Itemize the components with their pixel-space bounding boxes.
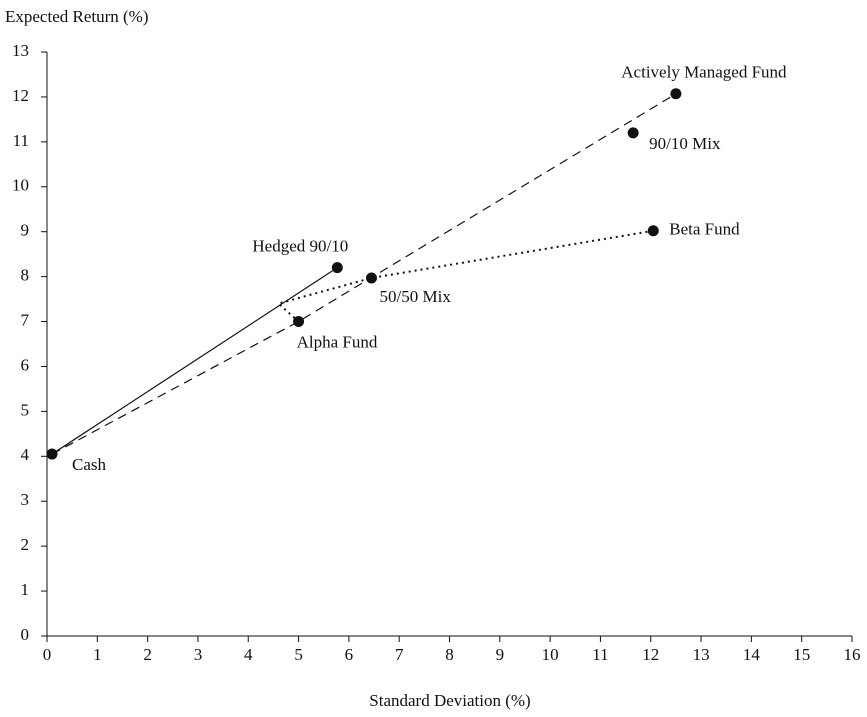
y-tick-label: 3	[21, 490, 30, 509]
point-label: Alpha Fund	[297, 332, 378, 351]
x-tick-label: 8	[445, 645, 454, 664]
connector-line	[51, 267, 338, 455]
x-tick-label: 14	[743, 645, 761, 664]
y-tick-label: 9	[21, 221, 30, 240]
point	[46, 448, 58, 460]
y-tick-label: 8	[21, 266, 30, 285]
y-tick-label: 7	[21, 310, 30, 329]
y-tick-label: 5	[21, 400, 30, 419]
connector-line	[51, 93, 677, 455]
x-tick-label: 6	[345, 645, 354, 664]
y-tick-label: 1	[21, 580, 30, 599]
y-axis-label: Expected Return (%)	[5, 7, 149, 26]
point-label: Beta Fund	[669, 220, 740, 239]
x-tick-label: 12	[642, 645, 659, 664]
x-tick-label: 7	[395, 645, 404, 664]
x-tick-label: 13	[693, 645, 710, 664]
point-label: Actively Managed Fund	[621, 63, 787, 82]
x-tick-label: 11	[592, 645, 608, 664]
x-tick-label: 4	[244, 645, 253, 664]
x-tick-label: 3	[194, 645, 203, 664]
point-label: Hedged 90/10	[252, 237, 348, 256]
y-tick-label: 11	[13, 131, 29, 150]
x-tick-label: 0	[43, 645, 52, 664]
y-tick-label: 0	[21, 625, 30, 644]
point	[647, 225, 659, 237]
x-tick-label: 1	[93, 645, 102, 664]
y-tick-label: 10	[12, 176, 29, 195]
x-tick-label: 5	[294, 645, 303, 664]
y-tick-label: 6	[21, 355, 30, 374]
x-tick-label: 15	[793, 645, 810, 664]
point	[366, 272, 378, 284]
point-label: 50/50 Mix	[380, 287, 452, 306]
x-axis-label: Standard Deviation (%)	[369, 691, 530, 710]
y-tick-label: 12	[12, 86, 29, 105]
x-tick-label: 16	[844, 645, 861, 664]
point	[293, 316, 305, 328]
point	[627, 127, 639, 139]
point	[331, 262, 343, 274]
y-tick-label: 13	[12, 41, 29, 60]
y-tick-label: 4	[21, 445, 30, 464]
point-label: 90/10 Mix	[649, 134, 721, 153]
point	[670, 88, 682, 100]
point-label: Cash	[72, 455, 107, 474]
x-tick-label: 9	[496, 645, 505, 664]
x-tick-label: 2	[143, 645, 152, 664]
x-tick-label: 10	[542, 645, 559, 664]
y-tick-label: 2	[21, 535, 30, 554]
